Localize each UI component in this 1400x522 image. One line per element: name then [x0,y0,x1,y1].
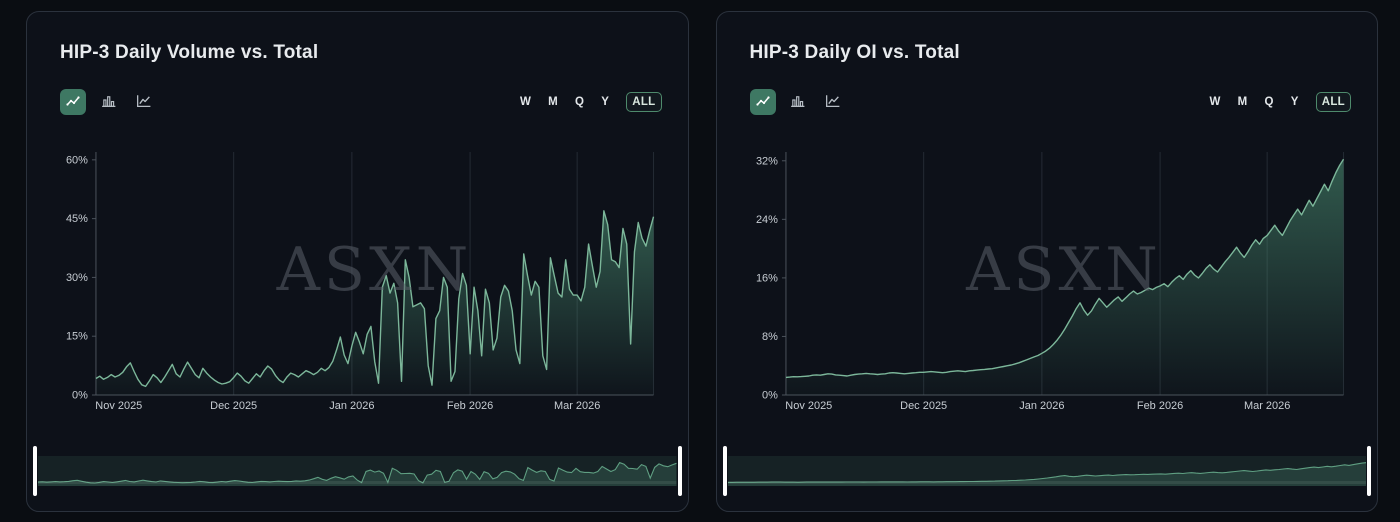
bar-chart-icon [789,92,806,112]
svg-text:0%: 0% [72,389,88,401]
chart-type-line-button[interactable] [60,89,86,115]
svg-text:8%: 8% [762,331,778,343]
svg-text:Mar 2026: Mar 2026 [1243,400,1289,412]
svg-text:Mar 2026: Mar 2026 [554,400,600,412]
volume-panel: HIP-3 Daily Volume vs. Total [26,11,689,512]
range-q-button[interactable]: Q [1264,96,1274,108]
svg-text:0%: 0% [762,389,778,401]
svg-text:15%: 15% [66,331,88,343]
trend-line-icon [65,93,81,112]
chart-title-volume: HIP-3 Daily Volume vs. Total [60,42,319,63]
range-all-button[interactable]: ALL [1315,92,1351,112]
brush-right-handle[interactable] [1367,446,1371,496]
svg-text:Feb 2026: Feb 2026 [447,400,493,412]
oi-chart[interactable]: 0% 8% 16% 24% 32% Nov 2025 Dec 2025 Jan 2026 Feb… [717,142,1378,414]
range-selector: W M Q Y ALL [1209,92,1351,112]
svg-text:32%: 32% [755,155,777,167]
chart-type-selector [60,89,156,115]
chart-type-line-button[interactable] [749,89,776,115]
chart-title-oi: HIP-3 Daily OI vs. Total [749,42,960,63]
range-selector: W M Q Y ALL [520,92,662,112]
volume-chart[interactable]: 0% 15% 30% 45% 60% Nov 2025 Dec 2025 Jan 2026 Fe… [27,142,688,414]
toolbar: W M Q Y ALL [60,89,662,115]
chart-type-area-button[interactable] [130,89,156,115]
svg-text:Dec 2025: Dec 2025 [900,400,947,412]
chart-type-area-button[interactable] [820,89,846,115]
volume-chart-area: 0% 15% 30% 45% 60% Nov 2025 Dec 2025 Jan 2026 Fe… [27,142,688,414]
range-q-button[interactable]: Q [575,96,585,108]
svg-text:Dec 2025: Dec 2025 [210,400,257,412]
svg-text:Jan 2026: Jan 2026 [1019,400,1064,412]
brush-left-handle[interactable] [722,446,727,496]
svg-text:Nov 2025: Nov 2025 [95,400,142,412]
brush-right-handle[interactable] [677,446,682,496]
svg-text:Feb 2026: Feb 2026 [1136,400,1182,412]
svg-text:Nov 2025: Nov 2025 [785,400,832,412]
brush-left-handle[interactable] [33,446,37,496]
svg-text:24%: 24% [755,214,777,226]
volume-range-brush[interactable] [33,446,682,496]
range-y-button[interactable]: Y [1290,96,1299,108]
svg-text:45%: 45% [66,213,88,225]
svg-text:16%: 16% [755,272,777,284]
oi-chart-area: 0% 8% 16% 24% 32% Nov 2025 Dec 2025 Jan 2026 Feb… [717,142,1378,414]
oi-panel: HIP-3 Daily OI vs. Total [715,11,1378,512]
range-all-button[interactable]: ALL [626,92,662,112]
bar-chart-icon [100,92,117,112]
chart-type-bar-button[interactable] [785,89,811,115]
range-m-button[interactable]: M [1237,96,1248,108]
range-w-button[interactable]: W [519,96,532,108]
range-w-button[interactable]: W [1209,96,1221,108]
svg-text:60%: 60% [66,154,88,166]
oi-navigator-chart[interactable] [727,456,1367,486]
area-chart-icon [135,92,152,112]
chart-type-bar-button[interactable] [95,89,121,115]
oi-range-brush[interactable] [722,446,1371,496]
range-y-button[interactable]: Y [601,96,610,108]
svg-text:Jan 2026: Jan 2026 [329,400,374,412]
toolbar: W M Q Y ALL [749,89,1351,115]
volume-navigator-chart[interactable] [38,456,677,486]
area-chart-icon [824,92,841,112]
trend-line-icon [755,93,771,112]
svg-text:30%: 30% [66,272,88,284]
range-m-button[interactable]: M [548,96,558,108]
chart-type-selector [749,89,846,115]
